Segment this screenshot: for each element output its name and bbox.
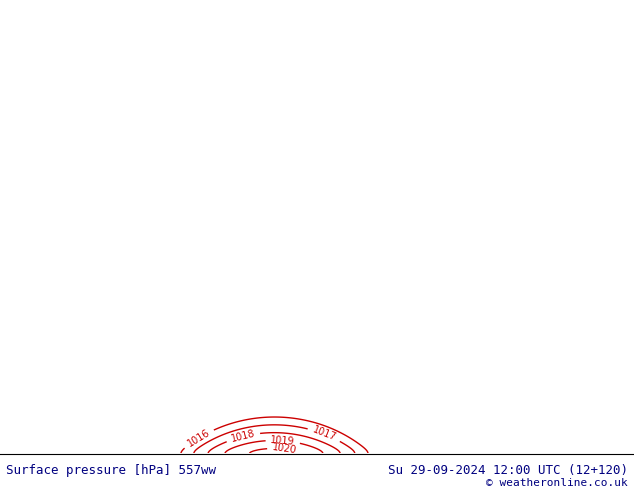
Text: 1016: 1016 [186,427,212,449]
Text: © weatheronline.co.uk: © weatheronline.co.uk [486,478,628,488]
Text: 1019: 1019 [270,435,295,447]
Text: Surface pressure [hPa] 557ww: Surface pressure [hPa] 557ww [6,464,216,477]
Text: Su 29-09-2024 12:00 UTC (12+120): Su 29-09-2024 12:00 UTC (12+120) [387,464,628,477]
Text: 1018: 1018 [230,429,256,444]
Text: 1017: 1017 [311,425,337,443]
Text: 1020: 1020 [271,442,297,456]
